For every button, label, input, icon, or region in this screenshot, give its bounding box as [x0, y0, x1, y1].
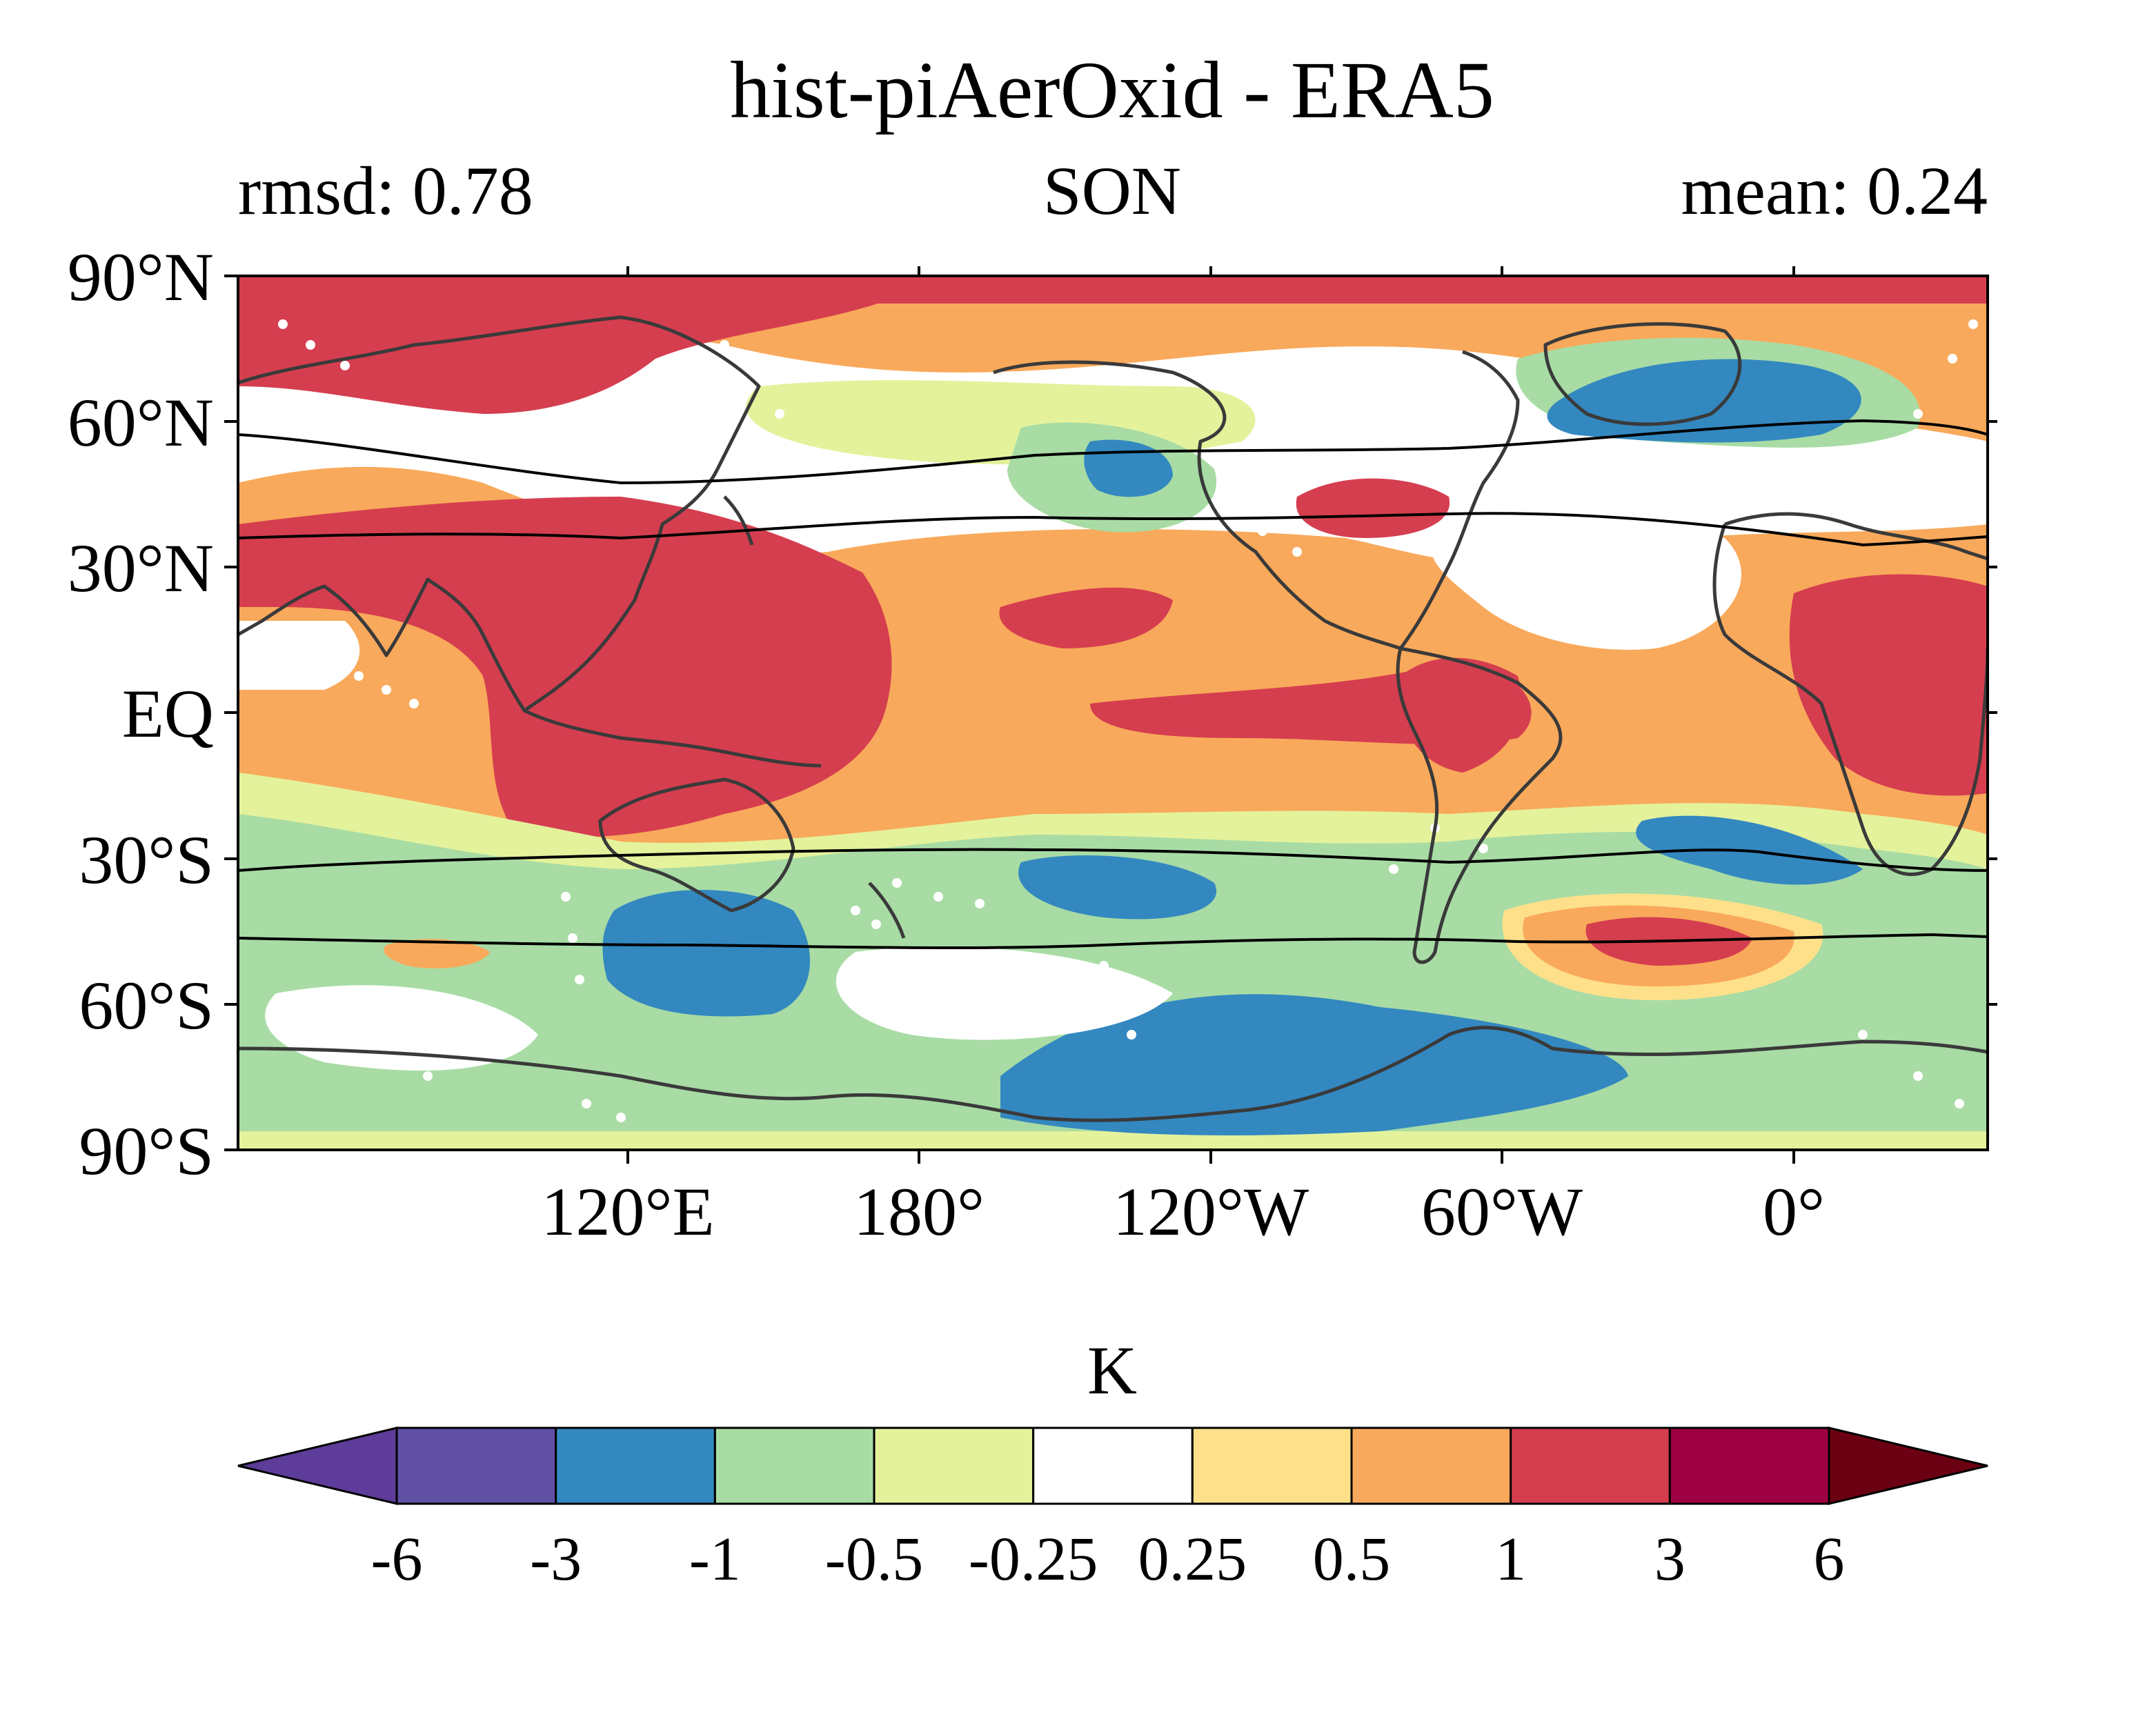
south-america-warm: [1399, 657, 1522, 773]
sh-white-2: [835, 946, 1173, 1040]
coast-new-zealand: [868, 882, 906, 939]
map-panel: [238, 276, 1988, 1150]
atlantic-neutral: [1431, 517, 1741, 650]
africa-warm: [1789, 574, 1988, 796]
colorbar-tick-label: 3: [1654, 1525, 1685, 1593]
lat-label-30s: 30°S: [79, 822, 214, 898]
lon-label-120e: 120°E: [541, 1173, 714, 1250]
colorbar-tick-label: -1: [689, 1525, 741, 1593]
colorbar-tick-label: -0.5: [825, 1525, 923, 1593]
jet-nh-south: [238, 512, 1988, 547]
colorbar-swatch: [555, 1426, 716, 1505]
north-america-warm: [1296, 478, 1450, 538]
colorbar-swatch: [873, 1426, 1035, 1505]
colorbar-swatch: [1350, 1426, 1512, 1505]
coast-antarctica: [238, 1026, 1988, 1122]
coast-australia: [598, 777, 795, 913]
figure-title: hist-piAerOxid - ERA5: [730, 45, 1494, 135]
colorbar-swatch: [1191, 1426, 1353, 1505]
lat-label-60n: 60°N: [68, 384, 214, 461]
rmsd-label: rmsd: 0.78: [238, 152, 533, 229]
australia-south-blue: [602, 890, 810, 1017]
jet-contours: [238, 419, 1988, 950]
colorbar-tick-label: -0.25: [969, 1525, 1098, 1593]
lat-label-60s: 60°S: [79, 967, 214, 1044]
colorbar: [237, 1426, 1988, 1505]
indian-warm-spot: [384, 939, 490, 968]
coast-greenland: [1543, 322, 1742, 426]
north-pacific-blue: [1084, 439, 1173, 497]
jet-sh-south: [238, 933, 1988, 950]
coast-north-america: [993, 350, 1520, 650]
colorbar-swatch: [1668, 1426, 1830, 1505]
colorbar-units: K: [1087, 1332, 1137, 1409]
lon-axis: [626, 266, 1795, 1164]
jet-sh-north: [238, 848, 1988, 872]
lat-axis: [224, 275, 1997, 1151]
lon-label-60w: 60°W: [1421, 1173, 1583, 1250]
lat-label-90n: 90°N: [68, 239, 214, 315]
stippling: [278, 319, 1978, 1122]
colorbar-swatch: [713, 1426, 876, 1505]
jet-nh-north: [238, 419, 1988, 485]
colorbar-tick-label: 1: [1495, 1525, 1526, 1593]
south-pacific-blue: [1018, 855, 1217, 919]
coast-africa: [1712, 512, 1988, 876]
indian-ocean-neutral: [238, 621, 360, 690]
coast-indonesia: [523, 708, 822, 768]
colorbar-swatch: [395, 1426, 557, 1505]
colorbar-extend-high: [1828, 1426, 1988, 1505]
lat-label-eq: EQ: [122, 675, 214, 752]
coast-south-america: [1396, 646, 1563, 964]
lon-label-0: 0°: [1763, 1173, 1825, 1250]
coastlines: [238, 315, 1988, 1122]
colorbar-extend-low: [237, 1426, 398, 1505]
lat-label-30n: 30°N: [68, 530, 214, 606]
colorbar-tick-label: 6: [1814, 1525, 1845, 1593]
colorbar-tick-label: 0.5: [1313, 1525, 1391, 1593]
colorbar-swatch: [1510, 1426, 1671, 1505]
lon-label-180: 180°: [853, 1173, 985, 1250]
mean-label: mean: 0.24: [1681, 152, 1988, 229]
coast-eurasia: [238, 315, 761, 713]
lat-label-90s: 90°S: [79, 1113, 214, 1189]
season-label: SON: [1043, 152, 1181, 229]
colorbar-tick-labels: -6 -3 -1 -0.5 -0.25 0.25 0.5 1 3 6: [371, 1525, 1845, 1593]
colorbar-tick-label: 0.25: [1138, 1525, 1247, 1593]
siberia-warm: [238, 297, 897, 414]
colorbar-tick-label: -6: [371, 1525, 423, 1593]
coast-japan: [723, 495, 754, 546]
central-pacific-warm: [999, 587, 1173, 648]
lon-label-120w: 120°W: [1113, 1173, 1309, 1250]
colorbar-swatch: [1032, 1426, 1194, 1505]
colorbar-tick-label: -3: [530, 1525, 582, 1593]
